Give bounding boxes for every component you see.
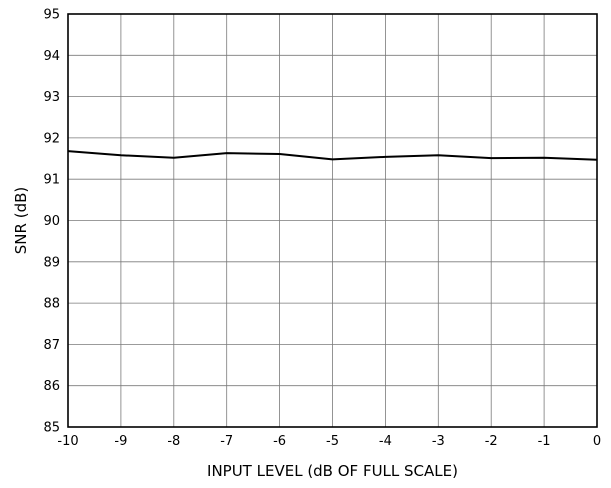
y-tick-label: 86 xyxy=(43,379,60,394)
y-tick-label: 85 xyxy=(43,421,60,436)
y-tick-label: 91 xyxy=(43,173,60,188)
y-tick-label: 93 xyxy=(43,90,60,105)
y-tick-label: 92 xyxy=(43,131,60,146)
x-tick-label: 0 xyxy=(593,434,601,449)
y-tick-labels: 85 86 87 88 89 90 91 92 93 94 95 xyxy=(43,8,60,436)
x-tick-labels: -10 -9 -8 -7 -6 -5 -4 -3 -2 -1 0 xyxy=(57,434,601,449)
y-axis-title: SNR (dB) xyxy=(12,187,30,254)
x-tick-label: -1 xyxy=(538,434,551,449)
x-tick-label: -5 xyxy=(326,434,339,449)
series-layer xyxy=(67,150,598,161)
x-tick-label: -3 xyxy=(432,434,445,449)
y-tick-label: 94 xyxy=(43,49,60,64)
x-axis-title: INPUT LEVEL (dB OF FULL SCALE) xyxy=(207,462,458,480)
y-tick-label: 95 xyxy=(43,8,60,23)
x-tick-label: -9 xyxy=(114,434,127,449)
plot-area-frame xyxy=(67,13,598,428)
y-tick-label: 89 xyxy=(43,255,60,270)
y-tick-label: 90 xyxy=(43,214,60,229)
x-tick-label: -6 xyxy=(273,434,286,449)
x-tick-label: -7 xyxy=(220,434,233,449)
x-tick-label: -2 xyxy=(485,434,498,449)
grid-lines xyxy=(67,13,598,428)
y-tick-label: 87 xyxy=(43,338,60,353)
y-tick-label: 88 xyxy=(43,297,60,312)
x-tick-label: -10 xyxy=(57,434,78,449)
snr-series-line xyxy=(67,150,598,161)
x-tick-label: -4 xyxy=(379,434,392,449)
x-tick-label: -8 xyxy=(167,434,180,449)
